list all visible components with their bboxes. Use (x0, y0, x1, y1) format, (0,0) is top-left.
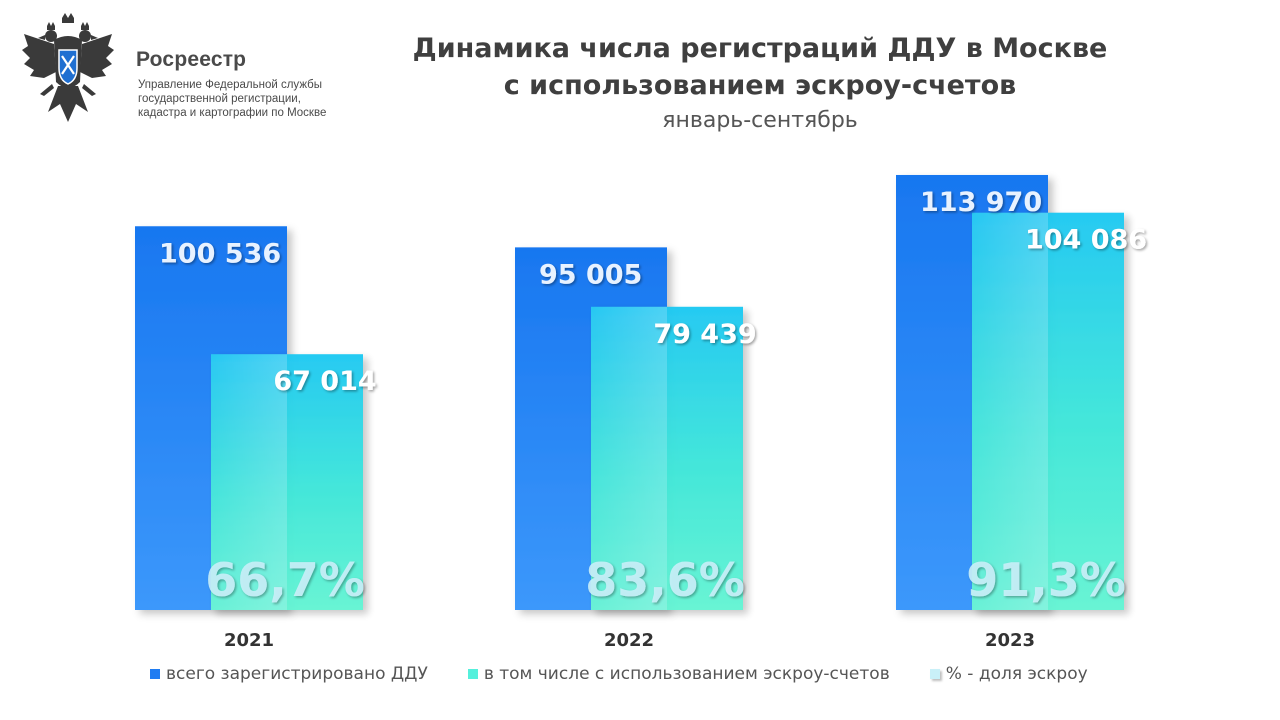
data-label-total-2021: 100 536 (159, 238, 281, 269)
x-tick-label-2021: 2021 (224, 630, 274, 651)
org-desc-line-1: Управление Федеральной службы (138, 79, 322, 91)
x-tick-label-2023: 2023 (985, 630, 1035, 651)
x-tick-label-2022: 2022 (604, 630, 654, 651)
share-label-2022: 83,6% (585, 553, 745, 607)
chart-title-line-2: с использованием эскроу-счетов (503, 70, 1017, 101)
data-label-escrow-2022: 79 439 (653, 319, 756, 350)
legend-item-share: % - доля эскроу (929, 664, 1088, 684)
bar-chart: 100 536 67 014 66,7% 2021 95 005 79 439 83,6% 2… (135, 174, 1147, 651)
data-label-total-2023: 113 970 (920, 187, 1042, 218)
org-desc-line-3: кадастра и картографии по Москве (138, 107, 327, 119)
bar-overlap-sheen-2023 (972, 212, 1048, 610)
share-label-2021: 66,7% (205, 553, 365, 607)
legend-label-total: всего зарегистрировано ДДУ (166, 664, 428, 684)
legend-item-total: всего зарегистрировано ДДУ (150, 664, 428, 684)
legend-swatch-escrow (467, 669, 478, 679)
chart-legend: всего зарегистрировано ДДУ в том числе с… (150, 662, 1088, 686)
bar-overlap-sheen-2021 (211, 354, 287, 610)
share-label-2023: 91,3% (966, 553, 1126, 607)
rosreestr-logo: Росреестр Управление Федеральной службы … (18, 12, 348, 132)
data-label-escrow-2023: 104 086 (1025, 225, 1147, 256)
data-label-total-2022: 95 005 (539, 259, 642, 290)
legend-swatch-total (150, 669, 160, 679)
legend-item-escrow: в том числе с использованием эскроу-счет… (467, 664, 890, 684)
legend-label-share: % - доля эскроу (945, 664, 1088, 684)
chart-subtitle: январь-сентябрь (662, 108, 858, 133)
data-label-escrow-2021: 67 014 (273, 366, 376, 397)
org-description: Управление Федеральной службы государств… (138, 78, 368, 120)
chart-title-line-1: Динамика числа регистраций ДДУ в Москве (412, 33, 1108, 64)
org-name: Росреестр (136, 48, 247, 71)
bar-overlap-sheen-2022 (591, 306, 667, 610)
double-headed-eagle-emblem-icon (22, 13, 114, 122)
legend-swatch-share (929, 669, 940, 679)
legend-label-escrow: в том числе с использованием эскроу-счет… (483, 664, 890, 684)
org-desc-line-2: государственной регистрации, (138, 93, 301, 105)
chart-title: Динамика числа регистраций ДДУ в Москве … (330, 30, 1190, 104)
